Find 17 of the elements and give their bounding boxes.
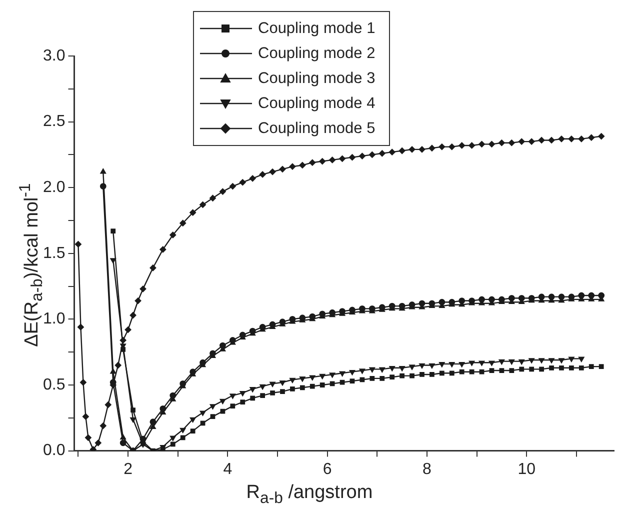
x-tick-label: 10 bbox=[518, 460, 536, 478]
legend-label: Coupling mode 5 bbox=[258, 120, 376, 138]
y-tick-label: 3.0 bbox=[42, 47, 66, 64]
legend-label: Coupling mode 4 bbox=[258, 94, 376, 112]
legend-label: Coupling mode 1 bbox=[258, 20, 376, 38]
y-tick-label: 0.5 bbox=[42, 376, 66, 394]
y-tick-label: 2.5 bbox=[42, 113, 66, 130]
x-tick-label: 4 bbox=[223, 460, 232, 478]
x-axis-title: R$_{a-b}$ /angstrom bbox=[245, 482, 374, 508]
x-tick-label: 2 bbox=[124, 460, 133, 478]
x-tick-label: 8 bbox=[422, 460, 432, 478]
y-tick-label: 1.0 bbox=[42, 310, 66, 328]
y-tick-label: 1.5 bbox=[42, 244, 66, 262]
x-tick-label: 6 bbox=[322, 460, 332, 478]
legend-label: Coupling mode 3 bbox=[258, 70, 376, 88]
y-tick-label: 0.0 bbox=[42, 442, 66, 460]
legend-label: Coupling mode 2 bbox=[258, 44, 376, 62]
